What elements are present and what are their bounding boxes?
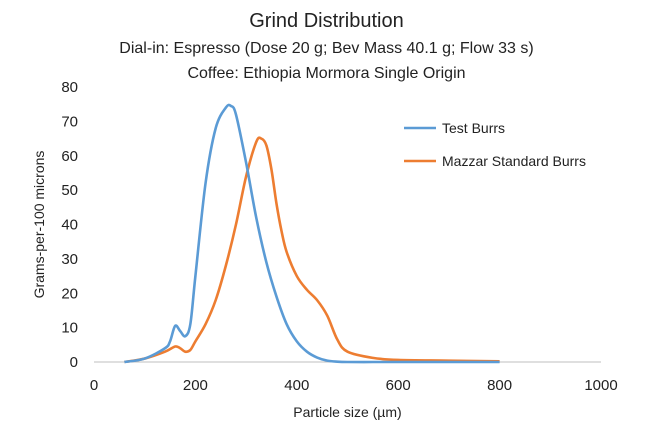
x-tick-label: 1000 <box>584 377 617 394</box>
x-tick-label: 800 <box>487 377 512 394</box>
series-line-mazzar-standard-burrs <box>124 136 500 364</box>
x-tick-label: 200 <box>183 377 208 394</box>
series-line-test-burrs <box>124 103 500 364</box>
chart-subtitle-1: Dial-in: Espresso (Dose 20 g; Bev Mass 4… <box>119 40 534 57</box>
legend-label: Mazzar Standard Burrs <box>442 153 586 169</box>
y-tick-label: 70 <box>61 113 78 130</box>
y-axis-title: Grams-per-100 microns <box>31 151 47 299</box>
y-tick-label: 60 <box>61 148 78 165</box>
y-tick-label: 10 <box>61 320 78 337</box>
y-tick-label: 30 <box>61 251 78 268</box>
legend-label: Test Burrs <box>442 120 505 136</box>
y-tick-label: 40 <box>61 217 78 234</box>
x-tick-label: 400 <box>284 377 309 394</box>
chart-title: Grind Distribution <box>249 10 404 32</box>
y-tick-label: 0 <box>70 354 78 371</box>
x-tick-label: 600 <box>386 377 411 394</box>
y-tick-label: 50 <box>61 182 78 199</box>
x-axis-title: Particle size (µm) <box>293 404 401 420</box>
y-tick-label: 20 <box>61 285 78 302</box>
y-tick-label: 80 <box>61 79 78 96</box>
x-tick-label: 0 <box>90 377 98 394</box>
chart-subtitle-2: Coffee: Ethiopia Mormora Single Origin <box>187 65 466 82</box>
